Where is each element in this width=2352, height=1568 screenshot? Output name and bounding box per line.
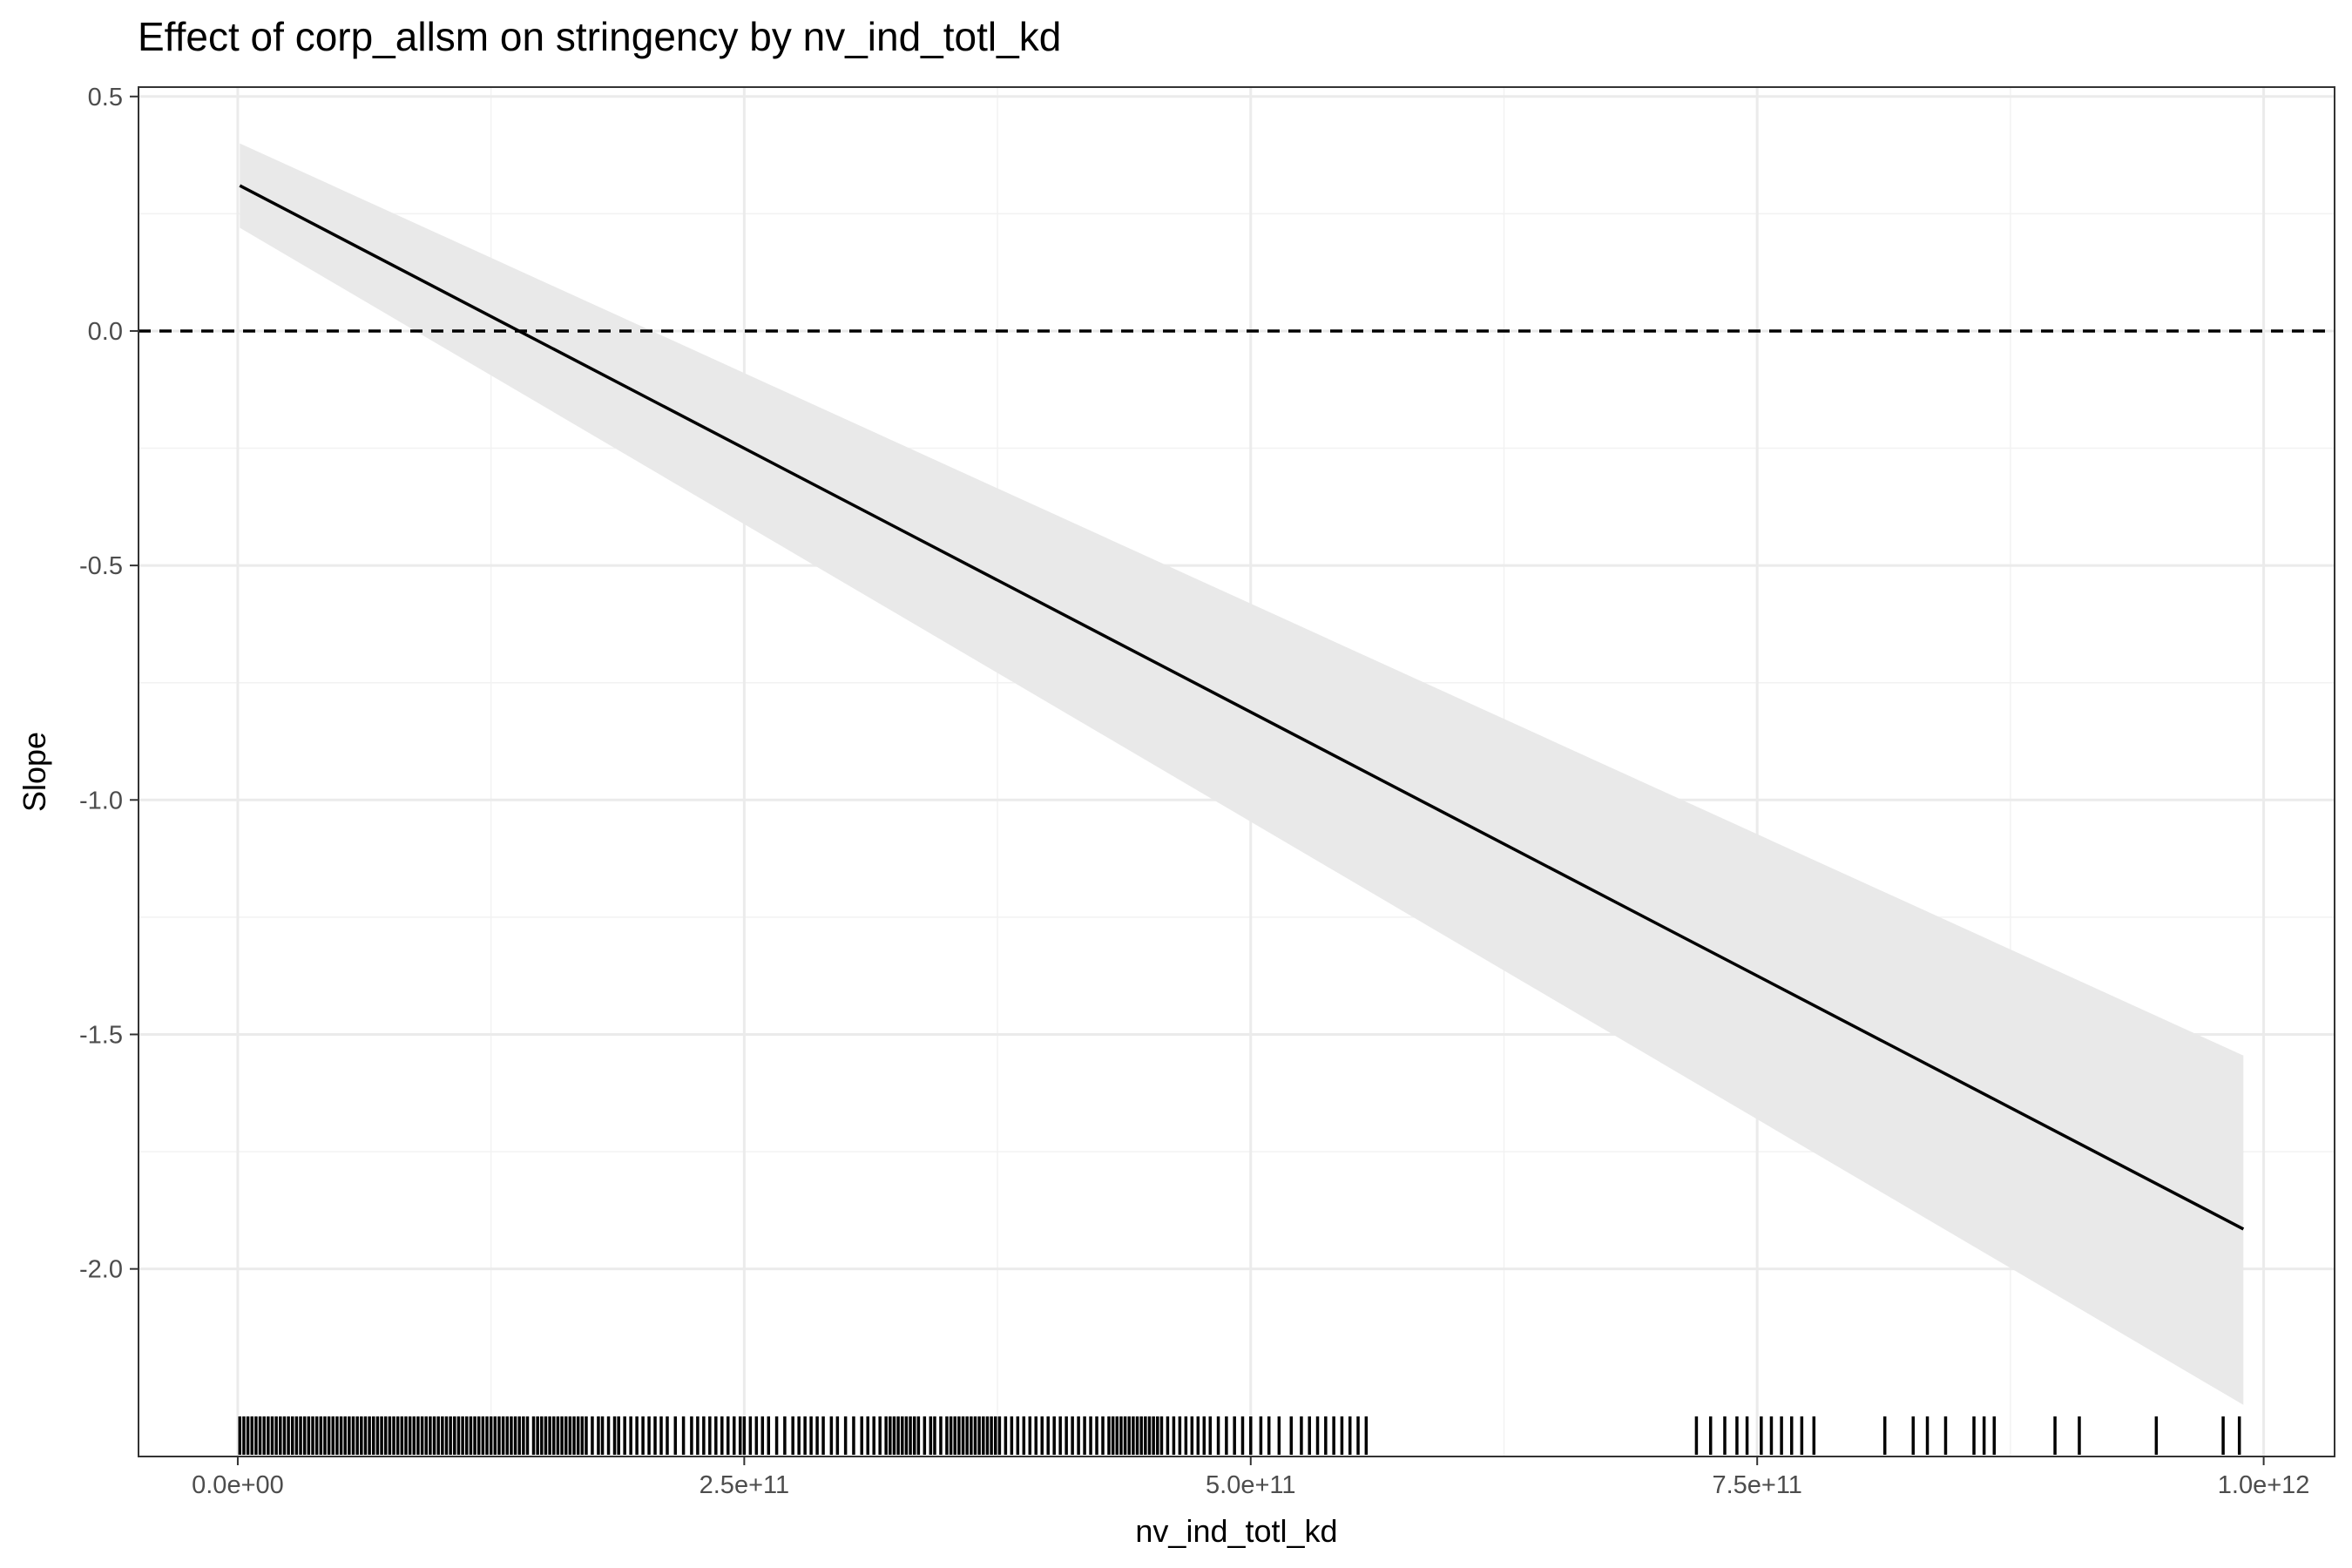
rug-marks <box>238 1416 2241 1455</box>
x-tick-label: 0.0e+00 <box>192 1471 284 1499</box>
y-tick-label: -1.5 <box>79 1021 123 1049</box>
y-tick-label: -1.0 <box>79 787 123 814</box>
slope-line-layer <box>239 184 2245 1231</box>
confidence-band <box>240 143 2244 1405</box>
x-tick-label: 7.5e+11 <box>1712 1471 1801 1499</box>
x-tick-label: 2.5e+11 <box>700 1471 789 1499</box>
y-axis: 0.5 0.0 -0.5 -1.0 -1.5 -2.0 <box>79 84 139 1284</box>
x-axis-title: nv_ind_totl_kd <box>1135 1513 1337 1549</box>
plot-border <box>138 86 2335 1457</box>
x-axis: 0.0e+00 2.5e+11 5.0e+11 7.5e+11 1.0e+12 <box>192 1456 2309 1499</box>
y-axis-title: Slope <box>17 732 52 812</box>
y-tick-label: -2.0 <box>79 1256 123 1284</box>
slope-line <box>239 184 2245 1231</box>
confidence-interval <box>240 143 2244 1405</box>
y-tick-label: -0.5 <box>79 552 123 580</box>
x-tick-label: 1.0e+12 <box>2218 1471 2310 1499</box>
x-tick-label: 5.0e+11 <box>1206 1471 1295 1499</box>
chart-title: Effect of corp_allsm on stringency by nv… <box>138 14 1061 59</box>
y-tick-label: 0.0 <box>88 318 123 346</box>
y-tick-label: 0.5 <box>88 84 123 112</box>
